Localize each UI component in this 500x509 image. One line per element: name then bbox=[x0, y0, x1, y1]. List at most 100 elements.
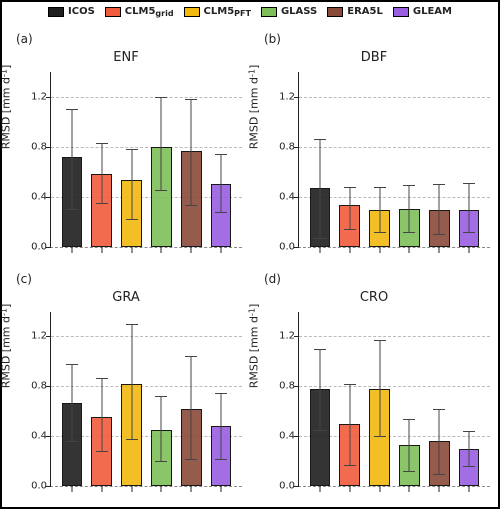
errorbar-cap bbox=[433, 184, 445, 185]
ytick-mark bbox=[294, 386, 299, 387]
ytick-mark bbox=[46, 97, 51, 98]
errorbar-cap bbox=[344, 465, 356, 466]
errorbar-cap bbox=[344, 384, 356, 385]
xtick-mark bbox=[131, 247, 132, 253]
errorbar-cap bbox=[66, 441, 78, 442]
errorbar-cap bbox=[66, 209, 78, 210]
ytick-label: 1.2 bbox=[21, 331, 47, 342]
errorbar-cap bbox=[96, 378, 108, 379]
y-axis-label: RMSD [mm d-1] bbox=[248, 64, 261, 149]
xtick-mark bbox=[409, 486, 410, 492]
xtick-mark bbox=[161, 486, 162, 492]
errorbar-cap bbox=[155, 461, 167, 462]
bar-column bbox=[59, 72, 85, 247]
errorbar bbox=[379, 187, 380, 232]
legend-label: CLM5grid bbox=[125, 6, 174, 17]
xtick-mark bbox=[191, 247, 192, 253]
bars bbox=[57, 72, 236, 247]
legend: ICOSCLM5gridCLM5PFTGLASSERA5LGLEAM bbox=[2, 6, 498, 17]
xtick-mark bbox=[71, 247, 72, 253]
errorbar-cap bbox=[433, 474, 445, 475]
errorbar-cap bbox=[374, 340, 386, 341]
bar-column bbox=[337, 72, 363, 247]
xtick-mark bbox=[349, 486, 350, 492]
bar-column bbox=[396, 312, 422, 487]
errorbar-cap bbox=[96, 143, 108, 144]
errorbar-cap bbox=[344, 187, 356, 188]
errorbar-cap bbox=[66, 109, 78, 110]
ytick-label: 0.8 bbox=[269, 381, 295, 392]
errorbar-cap bbox=[463, 431, 475, 432]
errorbar bbox=[131, 149, 132, 219]
ytick-label: 0.4 bbox=[269, 191, 295, 202]
errorbar-cap bbox=[463, 466, 475, 467]
xtick-mark bbox=[469, 486, 470, 492]
panel-label: (c) bbox=[16, 272, 32, 286]
errorbar-cap bbox=[126, 324, 138, 325]
legend-item: GLEAM bbox=[393, 6, 452, 17]
ytick-label: 1.2 bbox=[21, 91, 47, 102]
legend-swatch bbox=[48, 7, 64, 17]
bars bbox=[305, 72, 484, 247]
ytick-mark bbox=[294, 247, 299, 248]
ytick-mark bbox=[46, 247, 51, 248]
legend-swatch bbox=[105, 7, 121, 17]
ytick-mark bbox=[294, 147, 299, 148]
panel-b: (b)DBFRMSD [mm d-1]0.00.40.81.2 bbox=[250, 28, 498, 268]
errorbar-cap bbox=[403, 419, 415, 420]
errorbar-cap bbox=[215, 459, 227, 460]
bar-column bbox=[307, 72, 333, 247]
ytick-label: 0.4 bbox=[21, 191, 47, 202]
errorbar-cap bbox=[433, 409, 445, 410]
errorbar-cap bbox=[433, 234, 445, 235]
legend-label: GLEAM bbox=[413, 6, 452, 17]
errorbar-cap bbox=[314, 430, 326, 431]
panel-d: (d)CRORMSD [mm d-1]0.00.40.81.2 bbox=[250, 268, 498, 508]
bar-column bbox=[119, 312, 145, 487]
errorbar-cap bbox=[96, 203, 108, 204]
legend-label: ERA5L bbox=[347, 6, 383, 17]
ytick-label: 1.2 bbox=[269, 331, 295, 342]
errorbar-cap bbox=[215, 393, 227, 394]
errorbar-cap bbox=[463, 183, 475, 184]
errorbar bbox=[71, 109, 72, 209]
bar-column bbox=[59, 312, 85, 487]
legend-swatch bbox=[393, 7, 409, 17]
y-axis-label: RMSD [mm d-1] bbox=[248, 304, 261, 389]
errorbar-cap bbox=[126, 439, 138, 440]
errorbar-cap bbox=[314, 238, 326, 239]
y-axis-label: RMSD [mm d-1] bbox=[0, 64, 13, 149]
xtick-mark bbox=[221, 486, 222, 492]
bar-column bbox=[148, 72, 174, 247]
xtick-mark bbox=[439, 247, 440, 253]
errorbar-cap bbox=[155, 97, 167, 98]
errorbar bbox=[191, 356, 192, 458]
errorbar-cap bbox=[126, 219, 138, 220]
panel-label: (d) bbox=[264, 272, 281, 286]
ytick-label: 0.0 bbox=[269, 241, 295, 252]
errorbar bbox=[439, 409, 440, 474]
errorbar bbox=[101, 143, 102, 203]
xtick-mark bbox=[161, 247, 162, 253]
xtick-mark bbox=[469, 247, 470, 253]
panel-title: ENF bbox=[2, 50, 250, 65]
ytick-label: 0.0 bbox=[21, 241, 47, 252]
errorbar bbox=[161, 396, 162, 461]
errorbar bbox=[469, 183, 470, 232]
ytick-label: 0.8 bbox=[21, 141, 47, 152]
panel-c: (c)GRARMSD [mm d-1]0.00.40.81.2 bbox=[2, 268, 250, 508]
plot-area: 0.00.40.81.2 bbox=[50, 312, 242, 488]
ytick-label: 0.8 bbox=[269, 141, 295, 152]
legend-label: ICOS bbox=[68, 6, 95, 17]
bar-column bbox=[426, 312, 452, 487]
panel-title: CRO bbox=[250, 290, 498, 305]
plot-area: 0.00.40.81.2 bbox=[298, 72, 490, 248]
bar-column bbox=[208, 312, 234, 487]
legend-item: ICOS bbox=[48, 6, 95, 17]
plot-area: 0.00.40.81.2 bbox=[50, 72, 242, 248]
ytick-mark bbox=[294, 436, 299, 437]
panel-label: (b) bbox=[264, 32, 281, 46]
ytick-label: 0.4 bbox=[21, 431, 47, 442]
errorbar-cap bbox=[126, 149, 138, 150]
errorbar-cap bbox=[66, 364, 78, 365]
